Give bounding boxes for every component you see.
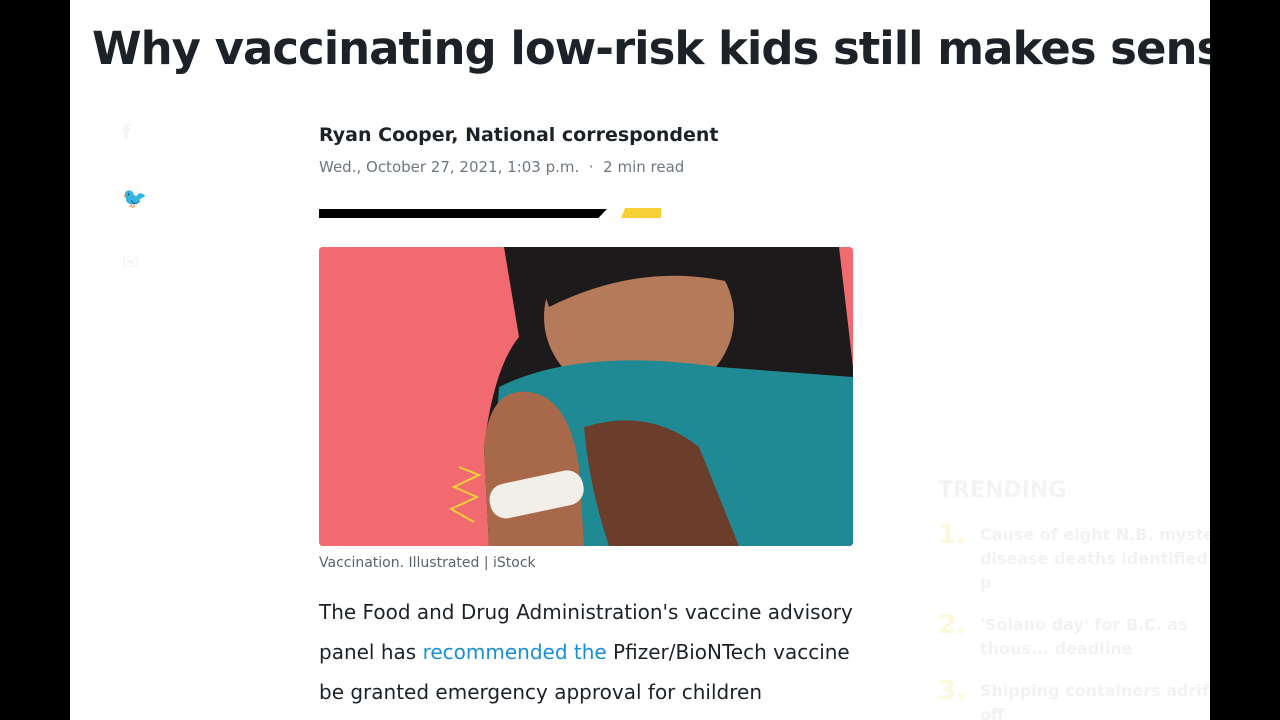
trending-number: 1.	[938, 520, 966, 550]
publish-date: Wed., October 27, 2021, 1:03 p.m.	[319, 158, 580, 176]
recommended-link[interactable]: recommended the	[422, 640, 607, 664]
trending-section: TRENDING 1. Cause of eight N.B. mystery d…	[938, 478, 1210, 720]
decorative-bar-yellow	[621, 208, 661, 218]
article-meta: Wed., October 27, 2021, 1:03 p.m. · 2 mi…	[319, 158, 684, 176]
trending-title: Cause of eight N.B. mystery disease deat…	[980, 525, 1210, 592]
hero-image	[319, 247, 853, 546]
trending-item[interactable]: 3. Shipping containers adrift off	[938, 676, 1210, 720]
trending-number: 2.	[938, 610, 966, 640]
child-vaccination-illustration	[319, 247, 853, 546]
twitter-icon[interactable]: 🐦	[122, 186, 147, 210]
meta-separator: ·	[588, 158, 594, 176]
trending-item[interactable]: 2. 'Solano day' for B.C. as thous... dead…	[938, 610, 1210, 661]
article-title: Why vaccinating low-risk kids still make…	[92, 22, 1210, 75]
email-icon[interactable]: ✉	[122, 250, 139, 274]
article-page: Why vaccinating low-risk kids still make…	[70, 0, 1210, 720]
trending-item[interactable]: 1. Cause of eight N.B. mystery disease de…	[938, 520, 1210, 595]
decorative-bar-black	[319, 209, 607, 218]
image-caption: Vaccination. Illustrated | iStock	[319, 555, 536, 571]
article-body: The Food and Drug Administration's vacci…	[319, 592, 869, 712]
trending-title: 'Solano day' for B.C. as thous... deadli…	[980, 615, 1188, 658]
read-time: 2 min read	[603, 158, 685, 176]
author-byline[interactable]: Ryan Cooper, National correspondent	[319, 124, 719, 146]
body-text: The Food and Drug Administration's vacci…	[319, 600, 853, 664]
facebook-icon[interactable]: f	[122, 120, 131, 144]
trending-heading: TRENDING	[938, 478, 1067, 503]
trending-number: 3.	[938, 676, 966, 706]
body-text: Pfizer/BioNTech vaccine be granted emerg…	[319, 640, 850, 704]
trending-title: Shipping containers adrift off	[980, 681, 1210, 720]
